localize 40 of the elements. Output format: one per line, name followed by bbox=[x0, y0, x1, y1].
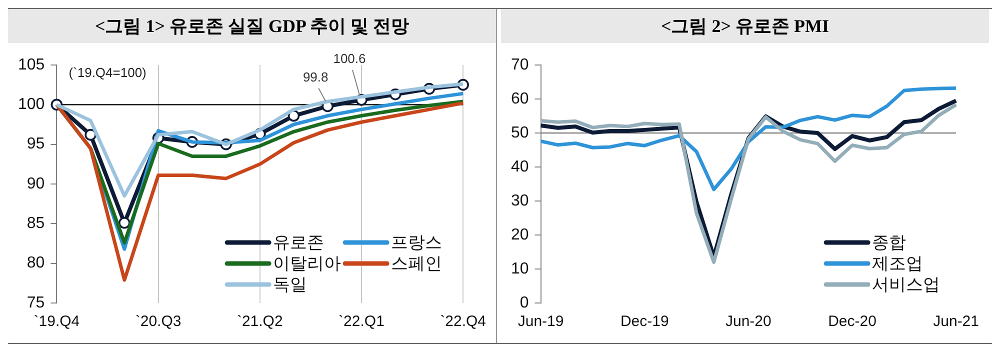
x-tick-label: Jun-19 bbox=[518, 313, 564, 330]
data-label: 99.8 bbox=[302, 69, 328, 84]
y-tick-label: 95 bbox=[26, 136, 45, 153]
y-tick-label: 60 bbox=[511, 90, 529, 108]
y-tick-label: 0 bbox=[520, 294, 529, 312]
legend-label: 제조업 bbox=[872, 254, 924, 274]
legend-label: 유로존 bbox=[273, 233, 324, 252]
legend-label: 이탈리아 bbox=[273, 254, 342, 274]
y-tick-label: 90 bbox=[26, 175, 45, 192]
y-tick-label: 80 bbox=[26, 254, 45, 272]
x-tick-label: `19.Q4 bbox=[34, 313, 80, 330]
y-tick-label: 40 bbox=[511, 158, 529, 176]
x-tick-label: Dec-20 bbox=[828, 313, 876, 330]
y-tick-label: 70 bbox=[511, 56, 529, 74]
y-tick-label: 100 bbox=[18, 96, 45, 114]
x-tick-label: `21.Q2 bbox=[236, 313, 283, 330]
x-tick-label: Jun-20 bbox=[725, 313, 772, 330]
legend-label: 스페인 bbox=[391, 254, 442, 274]
annotation: (`19.Q4=100) bbox=[68, 65, 146, 80]
chart-title: <그림 1> 유로존 실질 GDP 추이 및 전망 bbox=[8, 9, 496, 43]
y-tick-label: 30 bbox=[511, 192, 529, 210]
y-tick-label: 105 bbox=[18, 56, 45, 74]
data-label: 100.6 bbox=[333, 50, 366, 66]
x-tick-label: Jun-21 bbox=[933, 313, 980, 330]
x-tick-label: `22.Q1 bbox=[338, 313, 384, 330]
x-tick-label: `20.Q3 bbox=[135, 313, 182, 330]
y-tick-label: 85 bbox=[26, 215, 45, 232]
legend-label: 프랑스 bbox=[391, 233, 442, 252]
y-tick-label: 50 bbox=[511, 124, 529, 142]
point bbox=[118, 216, 130, 229]
y-tick-label: 20 bbox=[511, 226, 529, 244]
x-tick-label: `22.Q4 bbox=[440, 313, 486, 330]
legend-label: 서비스업 bbox=[872, 275, 940, 294]
legend-label: 독일 bbox=[273, 275, 308, 294]
chart-title: <그림 2> 유로존 PMI bbox=[501, 9, 989, 43]
y-tick-label: 75 bbox=[26, 294, 45, 312]
x-tick-label: Dec-19 bbox=[620, 313, 669, 330]
legend-label: 종합 bbox=[872, 233, 906, 252]
y-tick-label: 10 bbox=[511, 260, 529, 278]
point bbox=[84, 128, 96, 141]
